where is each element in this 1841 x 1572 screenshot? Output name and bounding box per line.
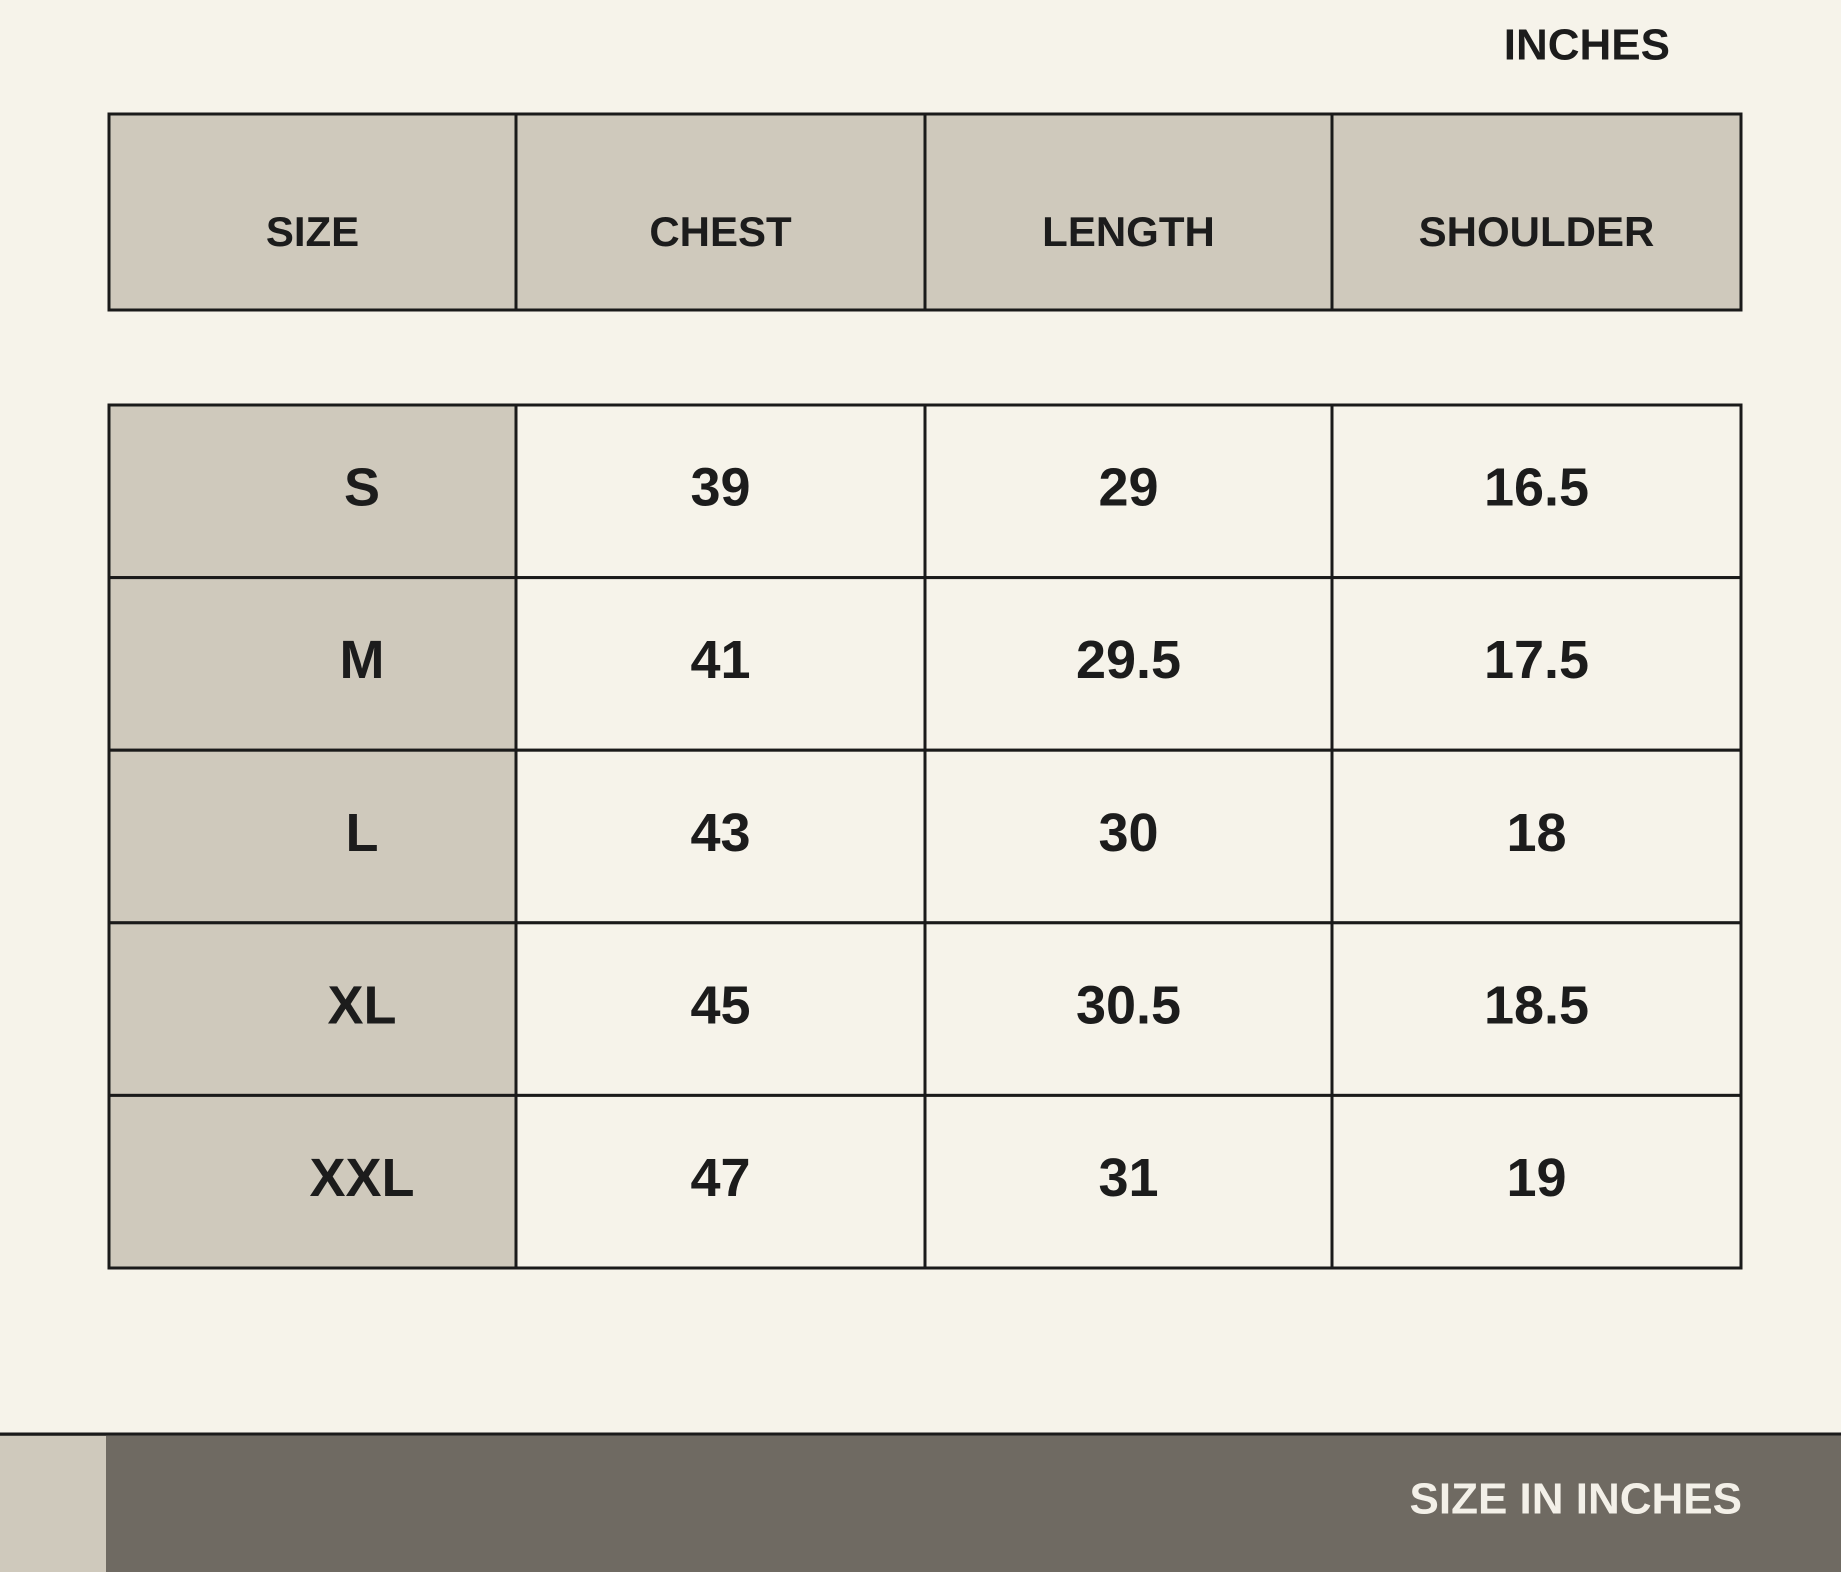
measurement: 43 — [690, 803, 750, 863]
size-cell — [107, 748, 518, 925]
size-label: S — [344, 458, 380, 518]
value-cell — [1330, 1093, 1743, 1270]
size-label: L — [346, 803, 379, 863]
size-cell — [107, 576, 518, 752]
footer-bar — [0, 1434, 1841, 1572]
footer-label: SIZE IN INCHES — [1410, 1475, 1743, 1524]
value-cell — [923, 1093, 1334, 1270]
size-cell — [107, 1093, 518, 1270]
value-cell — [514, 403, 927, 580]
column-header: SHOULDER — [1419, 208, 1655, 255]
footer-swatch — [0, 1436, 106, 1572]
value-cell — [1330, 921, 1743, 1097]
value-cell — [923, 403, 1334, 580]
measurement: 18 — [1506, 803, 1566, 863]
measurement: 19 — [1506, 1148, 1566, 1208]
header-cell — [1330, 112, 1743, 312]
size-label: XL — [327, 975, 396, 1035]
value-cell — [1330, 403, 1743, 580]
measurement: 30.5 — [1076, 975, 1181, 1035]
size-cell — [107, 921, 518, 1097]
value-cell — [514, 1093, 927, 1270]
measurement: 29 — [1098, 458, 1158, 518]
size-cell — [107, 403, 518, 580]
measurement: 31 — [1098, 1148, 1158, 1208]
value-cell — [514, 921, 927, 1097]
value-cell — [514, 748, 927, 925]
measurement: 47 — [690, 1148, 750, 1208]
column-header: CHEST — [649, 208, 792, 255]
header-cell — [107, 112, 518, 312]
measurement: 29.5 — [1076, 630, 1181, 690]
size-table: SIZE CHEST LENGTH SHOULDER S 39 29 16.5 M 41 29.5 1… — [107, 112, 1743, 1270]
column-header: LENGTH — [1042, 208, 1215, 255]
size-label: XXL — [309, 1148, 414, 1208]
measurement: 45 — [690, 975, 750, 1035]
column-header: SIZE — [266, 208, 359, 255]
unit-label: INCHES — [1504, 21, 1670, 70]
header-cell — [514, 112, 927, 312]
measurement: 39 — [690, 458, 750, 518]
measurement: 41 — [690, 630, 750, 690]
measurement: 18.5 — [1484, 975, 1589, 1035]
value-cell — [1330, 576, 1743, 752]
value-cell — [923, 921, 1334, 1097]
measurement: 17.5 — [1484, 630, 1589, 690]
value-cell — [923, 748, 1334, 925]
measurement: 16.5 — [1484, 458, 1589, 518]
value-cell — [1330, 748, 1743, 925]
header-cell — [923, 112, 1334, 312]
measurement: 30 — [1098, 803, 1158, 863]
size-label: M — [340, 630, 385, 690]
